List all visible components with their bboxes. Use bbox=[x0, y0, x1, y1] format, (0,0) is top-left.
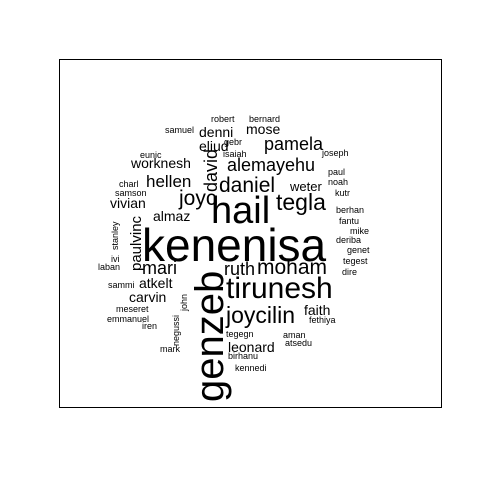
word-weter: weter bbox=[290, 179, 322, 194]
word-kennedi: kennedi bbox=[235, 363, 267, 373]
word-iren: iren bbox=[142, 321, 158, 331]
word-fantu: fantu bbox=[339, 216, 360, 226]
word-paul: paul bbox=[328, 167, 346, 177]
word-genzeb: genzeb bbox=[188, 270, 232, 402]
word-daniel: daniel bbox=[219, 174, 276, 197]
word-laban: laban bbox=[98, 262, 121, 272]
word-joyc: joyc bbox=[179, 187, 217, 210]
word-eunic: eunic bbox=[140, 150, 162, 160]
word-genet: genet bbox=[347, 245, 370, 255]
word-vivian: vivian bbox=[110, 195, 146, 211]
plot-frame bbox=[59, 59, 442, 408]
word-almaz: almaz bbox=[153, 208, 191, 224]
word-kutr: kutr bbox=[335, 188, 351, 198]
word-mose: mose bbox=[246, 121, 281, 137]
word-noah: noah bbox=[328, 177, 349, 187]
word-dire: dire bbox=[342, 267, 358, 277]
word-charl: charl bbox=[119, 179, 139, 189]
word-fethiya: fethiya bbox=[309, 315, 336, 325]
word-emmanuel: emmanuel bbox=[107, 314, 150, 324]
word-worknesh: worknesh bbox=[131, 155, 191, 171]
word-kenenisa: kenenisa bbox=[142, 219, 327, 271]
word-isaiah: isaiah bbox=[223, 149, 247, 159]
word-sammi: sammi bbox=[108, 280, 135, 290]
word-negussi: negussi bbox=[171, 314, 181, 346]
word-leonard: leonard bbox=[228, 339, 275, 355]
word-tegegn: tegegn bbox=[226, 329, 254, 339]
word-denni: denni bbox=[199, 124, 234, 140]
word-atkelt: atkelt bbox=[139, 275, 173, 291]
word-meseret: meseret bbox=[116, 304, 149, 314]
word-robert: robert bbox=[211, 114, 235, 124]
word-samuel: samuel bbox=[165, 125, 195, 135]
word-alemayehu: alemayehu bbox=[227, 155, 316, 175]
word-aman: aman bbox=[283, 330, 306, 340]
word-bernard: bernard bbox=[249, 114, 281, 124]
word-david: david bbox=[201, 148, 221, 192]
word-moham: moham bbox=[257, 256, 328, 279]
word-deriba: deriba bbox=[336, 235, 362, 245]
word-ruth: ruth bbox=[224, 259, 256, 279]
word-john: john bbox=[179, 293, 189, 311]
word-atsedu: atsedu bbox=[285, 338, 313, 348]
word-tirunesh: tirunesh bbox=[226, 272, 333, 305]
word-stanley: stanley bbox=[110, 221, 120, 250]
word-mark: mark bbox=[160, 344, 180, 354]
word-gebr: gebr bbox=[224, 137, 243, 147]
word-birhanu: birhanu bbox=[228, 351, 259, 361]
word-joseph: joseph bbox=[322, 148, 349, 158]
word-eliud: eliud bbox=[199, 138, 229, 154]
word-mari: mari bbox=[142, 258, 177, 278]
word-faith: faith bbox=[304, 302, 331, 318]
word-ivi: ivi bbox=[111, 254, 120, 264]
word-paulvinc: paulvinc bbox=[128, 215, 145, 271]
word-tegest: tegest bbox=[343, 256, 368, 266]
word-hail: hail bbox=[211, 190, 271, 232]
word-berhan: berhan bbox=[336, 205, 365, 215]
word-pamela: pamela bbox=[264, 134, 324, 154]
word-samson: samson bbox=[115, 188, 147, 198]
word-mike: mike bbox=[350, 226, 370, 236]
word-joycilin: joycilin bbox=[226, 302, 296, 328]
word-carvin: carvin bbox=[129, 289, 167, 305]
word-tegla: tegla bbox=[276, 189, 326, 215]
word-hellen: hellen bbox=[146, 172, 192, 191]
